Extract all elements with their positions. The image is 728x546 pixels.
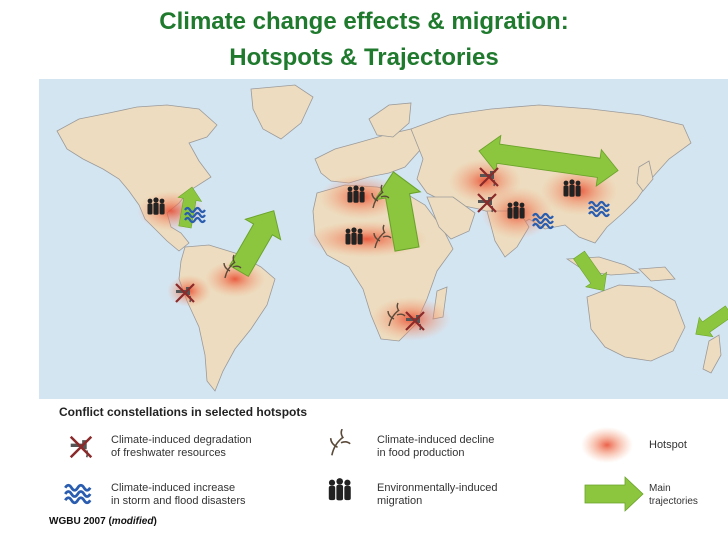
hotspot-icon (581, 427, 633, 463)
legend-storm-label: Climate-induced increase in storm and fl… (111, 482, 246, 507)
migration-icon (345, 227, 363, 245)
landmass-new-zealand (702, 334, 722, 374)
page-title-line-2: Hotspots & Trajectories (229, 44, 499, 71)
landmass-new-guinea (638, 266, 676, 282)
legend-migration-label: Environmentally-induced migration (377, 482, 498, 507)
migration-icon (147, 197, 165, 215)
legend-trajectories-label: Main trajectories (649, 483, 698, 507)
landmass-japan (636, 160, 654, 192)
legend-hotspot-label: Hotspot (649, 439, 687, 451)
migration-icon (328, 478, 351, 501)
landmass-arabia (426, 196, 476, 240)
migration-icon (507, 201, 525, 219)
legend-food-label: Climate-induced decline in food producti… (377, 434, 495, 459)
storm-flood-icon (63, 483, 92, 505)
migration-icon (563, 179, 581, 197)
source-credit: WGBU 2007 (modified) (49, 516, 157, 527)
legend-heading: Conflict constellations in selected hots… (59, 405, 308, 419)
migration-icon (347, 185, 365, 203)
page-title-line-1: Climate change effects & migration: (159, 8, 569, 35)
freshwater-icon (69, 435, 93, 459)
trajectory-arrow-icon (584, 476, 644, 512)
landmass-scandinavia (368, 102, 412, 138)
legend: Conflict constellations in selected hots… (39, 403, 728, 543)
food-decline-icon (329, 429, 351, 457)
landmass-greenland (250, 84, 314, 140)
landmass-europe (314, 128, 422, 184)
legend-freshwater-label: Climate-induced degradation of freshwate… (111, 434, 252, 459)
world-map (39, 79, 728, 399)
landmass-australia (586, 284, 686, 362)
